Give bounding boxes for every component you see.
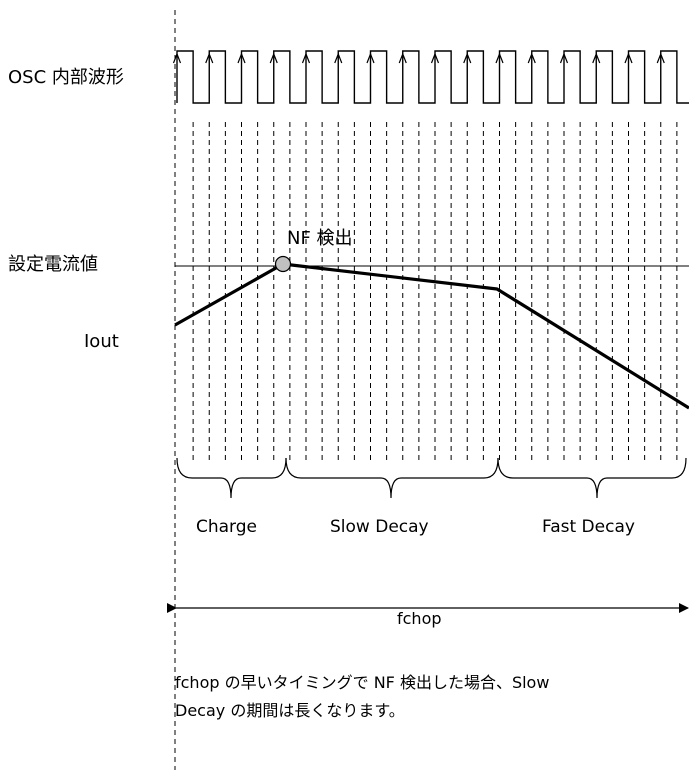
clock-dashed-lines <box>192 122 678 462</box>
fast-decay-label: Fast Decay <box>542 517 635 537</box>
osc-waveform <box>176 50 689 104</box>
explanation-note: fchop の早いタイミングで NF 検出した場合、Slow Decay の期間… <box>175 669 549 725</box>
rising-edge-arrow <box>495 52 504 64</box>
iout-label: Iout <box>84 331 119 352</box>
rising-edge-arrow <box>334 52 343 64</box>
rising-edge-arrow <box>592 52 601 64</box>
rising-edge-arrow <box>237 52 246 64</box>
note-line-2: Decay の期間は長くなります。 <box>175 701 405 720</box>
rising-edge-arrow <box>527 52 536 64</box>
osc-label: OSC 内部波形 <box>8 67 124 88</box>
iout-current-waveform <box>174 262 689 410</box>
rising-edge-arrow <box>172 52 182 64</box>
rising-edge-arrow <box>656 52 665 64</box>
slow-decay-brace <box>285 457 499 499</box>
rising-edge-arrow <box>430 52 440 64</box>
phase-braces <box>176 457 687 499</box>
set-current-label: 設定電流値 <box>8 254 98 275</box>
rising-edge-arrow <box>366 52 375 64</box>
fast-decay-brace <box>497 457 687 499</box>
fchop-label: fchop <box>397 609 442 628</box>
nf-detect-label: NF 検出 <box>287 228 353 249</box>
rising-edge-arrow <box>301 52 311 64</box>
charge-brace <box>176 457 287 499</box>
osc-rising-edge-arrows <box>172 52 665 64</box>
note-line-1: fchop の早いタイミングで NF 検出した場合、Slow <box>175 673 550 692</box>
rising-edge-arrow <box>624 52 633 64</box>
rising-edge-arrow <box>398 52 407 64</box>
nf-detect-point <box>274 255 292 273</box>
slow-decay-label: Slow Decay <box>330 517 429 537</box>
rising-edge-arrow <box>463 52 472 64</box>
rising-edge-arrow <box>205 52 214 64</box>
rising-edge-arrow <box>559 52 569 64</box>
charge-label: Charge <box>196 517 258 537</box>
rising-edge-arrow <box>269 52 278 64</box>
